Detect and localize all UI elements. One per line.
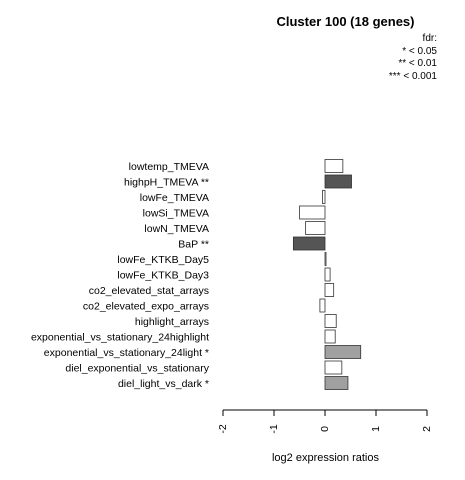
x-tick-label: 1 xyxy=(370,426,382,432)
category-label: lowSi_TMEVA xyxy=(143,208,209,220)
legend-title: fdr: xyxy=(422,33,437,44)
bar xyxy=(319,298,326,313)
legend-entry: * < 0.05 xyxy=(402,45,437,57)
category-label: co2_elevated_expo_arrays xyxy=(83,301,209,313)
bar xyxy=(324,283,335,297)
bar xyxy=(324,360,343,375)
category-label: lowFe_KTKB_Day3 xyxy=(117,270,209,282)
fdr-legend: fdr: * < 0.05 ** < 0.01 *** < 0.001 xyxy=(389,33,437,83)
category-label: lowtemp_TMEVA xyxy=(129,161,209,173)
legend-entry: ** < 0.01 xyxy=(398,58,437,69)
bar xyxy=(305,221,326,235)
bar xyxy=(324,314,337,328)
bar xyxy=(324,174,352,189)
category-label: lowN_TMEVA xyxy=(144,223,209,235)
category-label: BaP ** xyxy=(178,239,209,251)
bar xyxy=(324,159,344,173)
bar xyxy=(324,267,331,282)
x-tick-label: 2 xyxy=(421,426,433,432)
bar xyxy=(324,252,327,266)
x-tick-label: -2 xyxy=(217,424,229,433)
legend-entry: *** < 0.001 xyxy=(388,70,437,82)
bar xyxy=(324,345,362,359)
x-axis-label: log2 expression ratios xyxy=(271,452,379,464)
category-label: co2_elevated_stat_arrays xyxy=(89,285,209,297)
category-label: exponential_vs_stationary_24light * xyxy=(44,347,209,359)
category-label: lowFe_KTKB_Day5 xyxy=(117,254,209,266)
category-label: diel_exponential_vs_stationary xyxy=(65,363,209,375)
category-label: exponential_vs_stationary_24highlight xyxy=(31,332,209,344)
bar xyxy=(292,236,326,251)
category-label: lowFe_TMEVA xyxy=(140,192,209,204)
x-tick-label: 0 xyxy=(319,426,331,432)
bar xyxy=(324,329,336,344)
category-label: diel_light_vs_dark * xyxy=(118,378,209,390)
category-label: highpH_TMEVA ** xyxy=(124,177,209,189)
chart-title: Cluster 100 (18 genes) xyxy=(276,14,415,29)
bar xyxy=(322,190,326,204)
bar xyxy=(299,205,326,220)
bar xyxy=(324,376,349,390)
category-label: highlight_arrays xyxy=(135,316,209,328)
x-tick-label: -1 xyxy=(268,424,280,433)
